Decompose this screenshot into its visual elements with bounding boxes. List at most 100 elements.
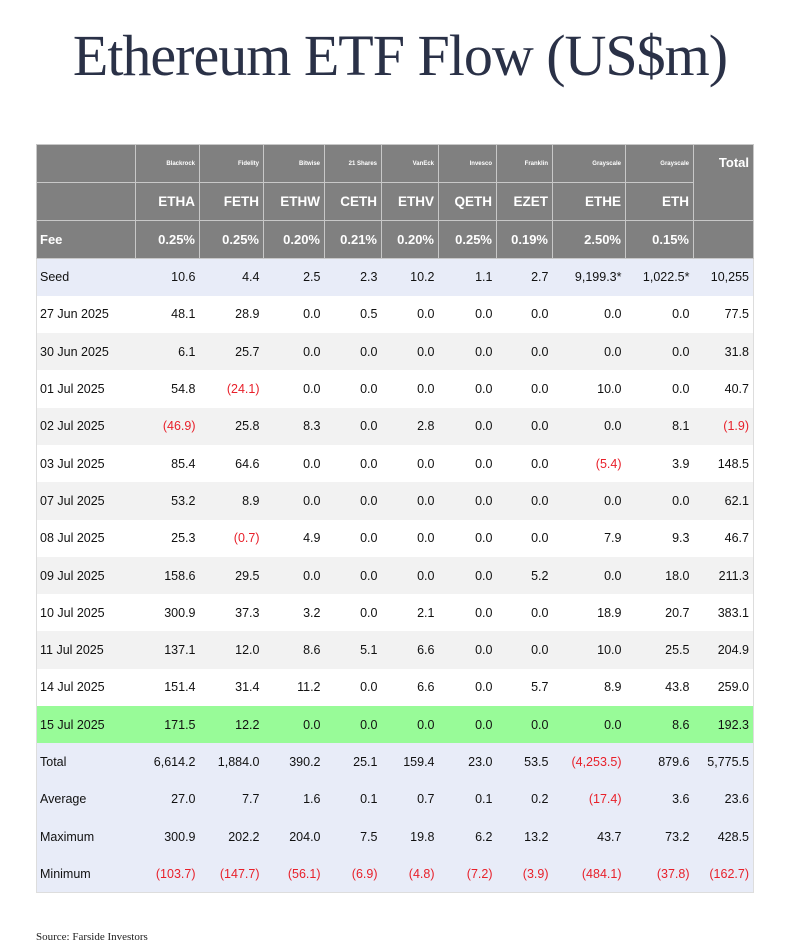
flow-cell: 3.9 xyxy=(672,456,690,471)
fee-row: Fee 0.25% 0.25% 0.20% 0.21% 0.20% 0.25% 0.19% 2… xyxy=(36,220,754,259)
flow-cell: 25.3 xyxy=(171,531,196,546)
provider-header: VanEck xyxy=(381,144,439,183)
ticker-header: ETHW xyxy=(263,182,325,221)
table-row: 11 Jul 2025 137.1 12.0 8.6 5.1 6.6 0.0 0.0 10.0 2… xyxy=(36,631,754,669)
flow-cell: 0.0 xyxy=(303,493,321,508)
flow-cell: 5.2 xyxy=(531,568,549,583)
flow-cell: 0.0 xyxy=(604,419,622,434)
table-row: Average 27.0 7.7 1.6 0.1 0.7 0.1 0.2 (17.4) 3.6 23… xyxy=(36,780,754,818)
flow-cell: (4,253.5) xyxy=(571,755,622,769)
flow-cell: 0.0 xyxy=(604,717,622,732)
flow-cell: 0.0 xyxy=(360,605,378,620)
flow-cell: 0.0 xyxy=(604,493,622,508)
flow-cell: 137.1 xyxy=(164,643,196,658)
table-row: 30 Jun 2025 6.1 25.7 0.0 0.0 0.0 0.0 0.0 0.0 0.0 3… xyxy=(36,333,754,371)
flow-cell: 0.0 xyxy=(360,419,378,434)
flow-cell: 2.5 xyxy=(303,270,321,285)
fee-cell: 0.21% xyxy=(324,220,382,259)
flow-cell: 20.7 xyxy=(665,605,690,620)
flow-cell: 0.0 xyxy=(360,456,378,471)
flow-cell: 23.0 xyxy=(468,755,493,769)
flow-cell: 31.4 xyxy=(235,680,260,695)
flow-cell: 31.8 xyxy=(724,344,749,359)
fee-cell: 0.19% xyxy=(496,220,553,259)
flow-cell: 192.3 xyxy=(717,717,749,732)
flow-cell: 0.0 xyxy=(531,344,549,359)
flow-cell: (162.7) xyxy=(709,866,749,881)
flow-cell: 25.5 xyxy=(665,643,690,658)
row-label: 08 Jul 2025 xyxy=(40,531,105,546)
row-label: Total xyxy=(40,755,67,769)
flow-cell: 0.7 xyxy=(417,792,435,807)
flow-cell: 0.0 xyxy=(475,568,493,583)
flow-cell: (24.1) xyxy=(226,382,260,397)
flow-cell: 37.3 xyxy=(235,605,260,620)
flow-cell: 25.1 xyxy=(353,755,378,769)
flow-cell: 8.9 xyxy=(604,680,622,695)
flow-cell: 3.2 xyxy=(303,605,321,620)
flow-cell: 0.0 xyxy=(672,493,690,508)
flow-cell: (56.1) xyxy=(287,866,321,881)
corner-cell xyxy=(36,144,136,183)
flow-cell: 428.5 xyxy=(717,829,749,844)
flow-cell: 0.0 xyxy=(531,493,549,508)
flow-cell: 29.5 xyxy=(235,568,260,583)
flow-cell: 204.9 xyxy=(717,643,749,658)
ticker-header: ETH xyxy=(625,182,694,221)
flow-cell: 25.7 xyxy=(235,344,260,359)
flow-cell: 0.0 xyxy=(417,307,435,322)
flow-cell: 4.9 xyxy=(303,531,321,546)
flow-cell: 13.2 xyxy=(524,829,549,844)
flow-cell: 0.0 xyxy=(303,344,321,359)
row-label: 03 Jul 2025 xyxy=(40,456,105,471)
flow-cell: 0.0 xyxy=(417,456,435,471)
provider-header: Fidelity xyxy=(199,144,264,183)
row-label: 27 Jun 2025 xyxy=(40,307,109,322)
flow-cell: 64.6 xyxy=(235,456,260,471)
flow-cell: (4.8) xyxy=(408,866,435,881)
table-row-highlighted: 15 Jul 2025 171.5 12.2 0.0 0.0 0.0 0.0 0.0 0.0 8.… xyxy=(36,706,754,744)
flow-cell: 0.0 xyxy=(417,531,435,546)
row-label: 09 Jul 2025 xyxy=(40,568,105,583)
provider-header: Invesco xyxy=(438,144,497,183)
row-label: 02 Jul 2025 xyxy=(40,419,105,434)
table-row: 10 Jul 2025 300.9 37.3 3.2 0.0 2.1 0.0 0.0 18.9 2… xyxy=(36,594,754,632)
flow-cell: 2.7 xyxy=(531,270,549,285)
flow-cell: 0.0 xyxy=(531,307,549,322)
flow-cell: (484.1) xyxy=(581,866,622,881)
table-row: 02 Jul 2025 (46.9) 25.8 8.3 0.0 2.8 0.0 0.0 0.0 8… xyxy=(36,407,754,445)
flow-cell: 48.1 xyxy=(171,307,196,322)
table-row: 27 Jun 2025 48.1 28.9 0.0 0.5 0.0 0.0 0.0 0.0 0.0… xyxy=(36,295,754,334)
flow-cell: (17.4) xyxy=(588,792,622,807)
table-row: 07 Jul 2025 53.2 8.9 0.0 0.0 0.0 0.0 0.0 0.0 0.0 6… xyxy=(36,482,754,520)
flow-cell: (46.9) xyxy=(162,419,196,434)
flow-cell: 151.4 xyxy=(164,680,196,695)
flow-cell: 43.7 xyxy=(597,829,622,844)
table-row: 08 Jul 2025 25.3 (0.7) 4.9 0.0 0.0 0.0 0.0 7.9 9.… xyxy=(36,519,754,557)
row-label: Seed xyxy=(40,270,70,285)
flow-cell: 40.7 xyxy=(724,382,749,397)
ticker-header: ETHA xyxy=(135,182,200,221)
flow-cell: 0.0 xyxy=(475,307,493,322)
flow-cell: 7.9 xyxy=(604,531,622,546)
flow-cell: 0.0 xyxy=(475,382,493,397)
flow-cell: 10.0 xyxy=(597,382,622,397)
flow-cell: 27.0 xyxy=(171,792,196,807)
flow-cell: 1.6 xyxy=(303,792,321,807)
flow-cell: 2.3 xyxy=(360,270,378,285)
fee-label: Fee xyxy=(36,220,136,259)
flow-cell: 159.4 xyxy=(403,755,435,769)
flow-cell: 0.0 xyxy=(531,717,549,732)
flow-cell: 2.8 xyxy=(417,419,435,434)
flow-cell: 211.3 xyxy=(718,568,749,583)
table-row: 14 Jul 2025 151.4 31.4 11.2 0.0 6.6 0.0 5.7 8.9 4… xyxy=(36,668,754,707)
provider-header: Blackrock xyxy=(135,144,200,183)
flow-cell: 0.1 xyxy=(360,792,378,807)
flow-cell: 5.7 xyxy=(531,680,549,695)
flow-cell: 10.0 xyxy=(597,643,622,658)
flow-cell: 0.0 xyxy=(531,531,549,546)
flow-cell: 54.8 xyxy=(171,382,196,397)
flow-cell: 0.0 xyxy=(417,382,435,397)
total-header: Total xyxy=(693,144,754,221)
flow-cell: 7.5 xyxy=(360,829,378,844)
